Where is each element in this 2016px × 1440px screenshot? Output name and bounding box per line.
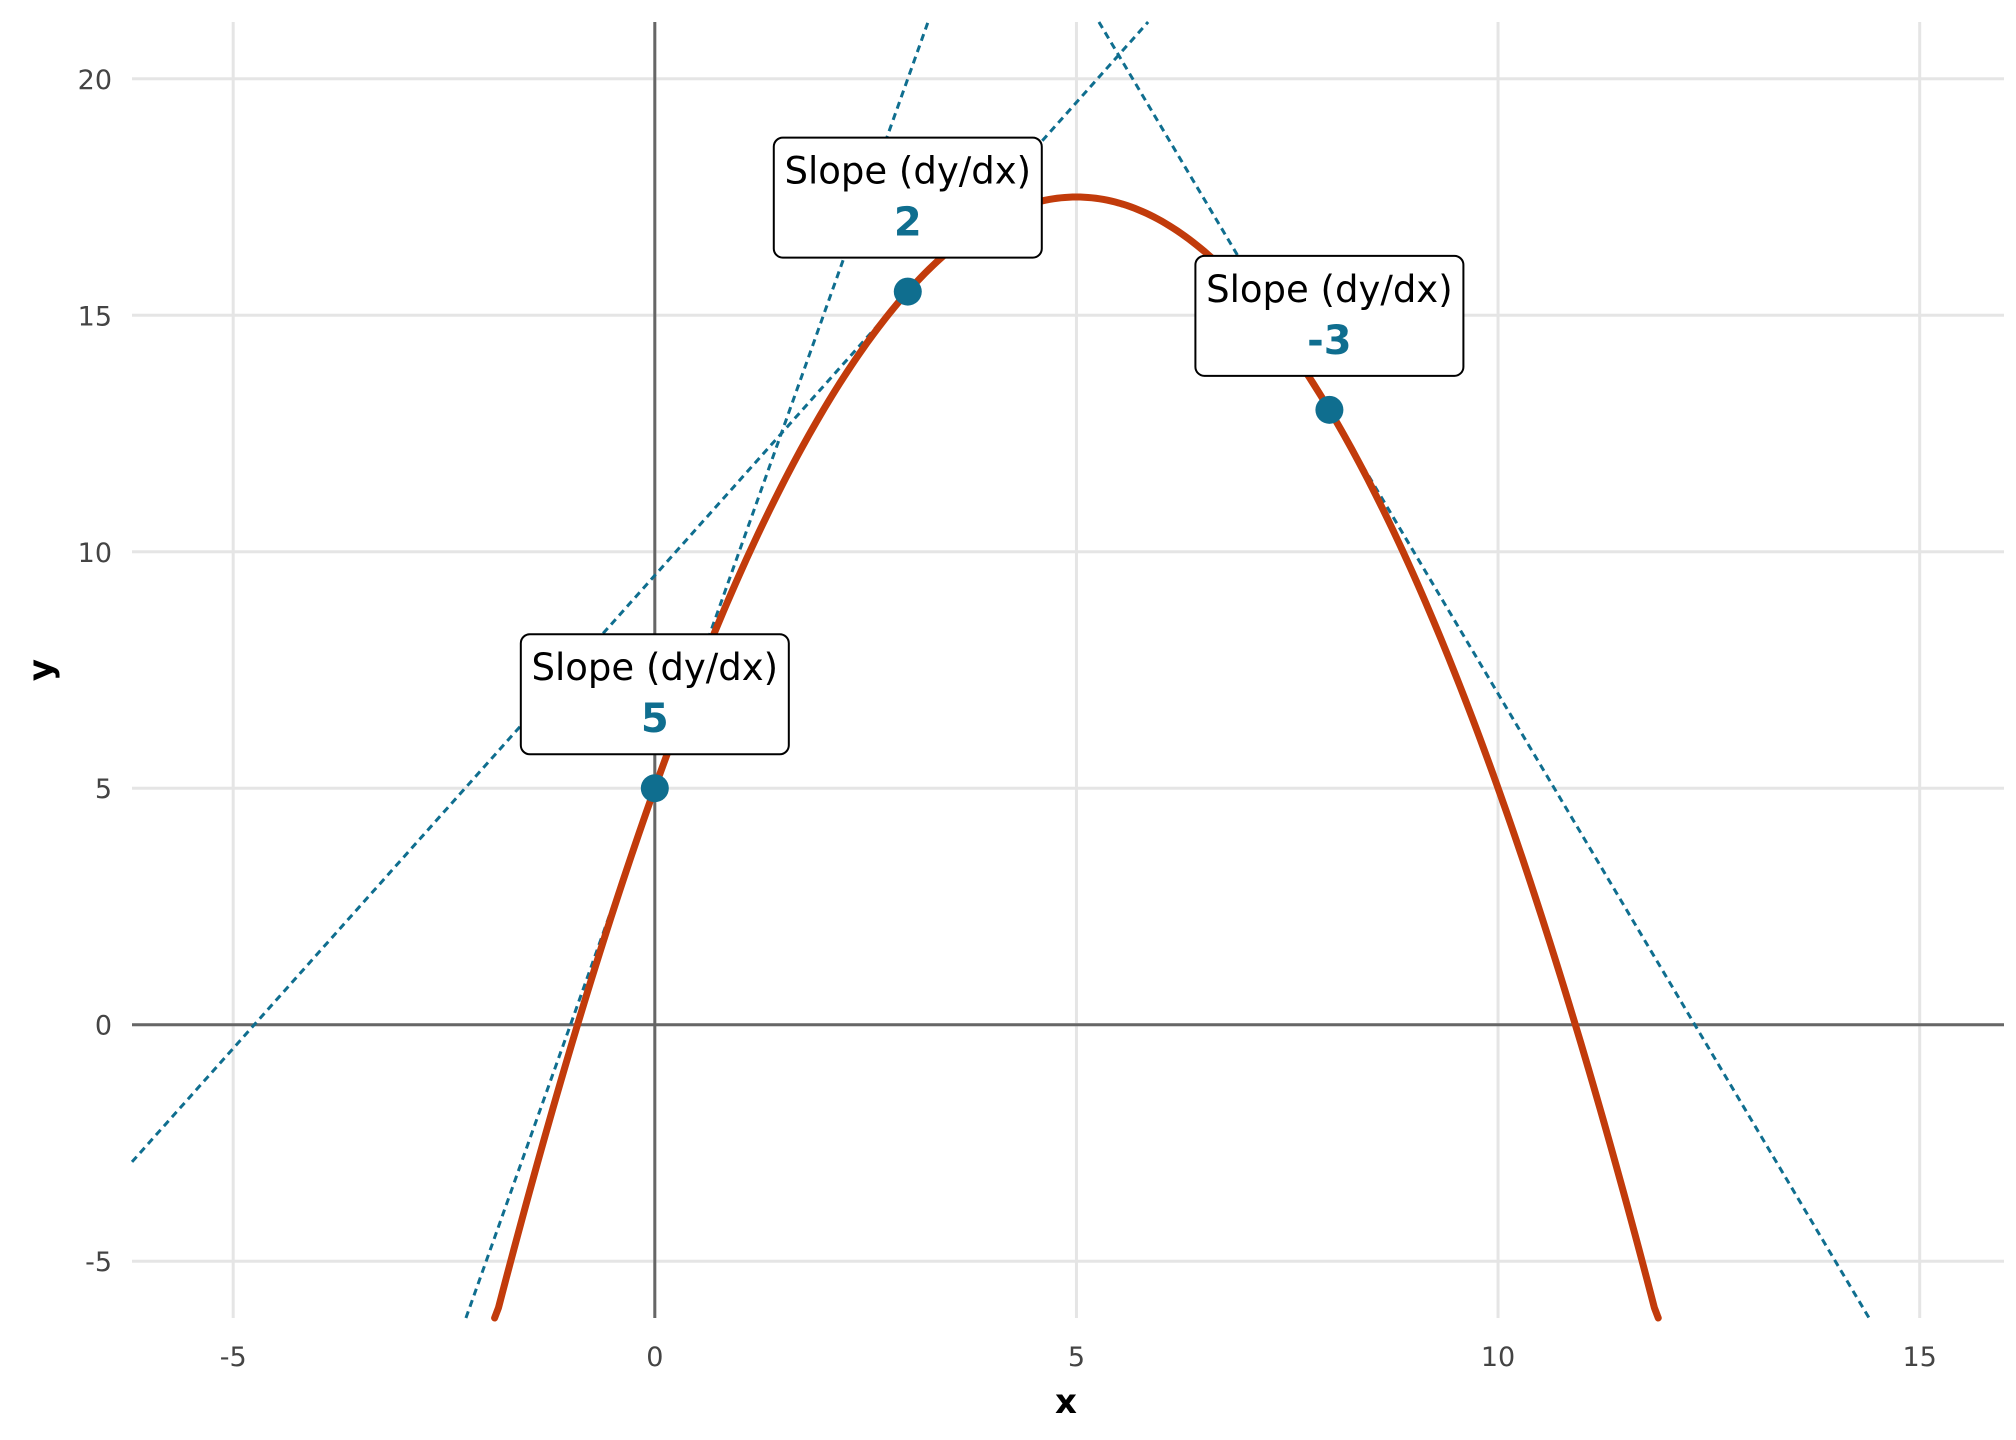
slope-callout-value-2: -3 — [1307, 318, 1351, 364]
x-tick-label: 10 — [1481, 1342, 1515, 1373]
y-tick-label: 0 — [95, 1011, 112, 1042]
y-tick-label: -5 — [85, 1247, 112, 1278]
gridlines — [132, 22, 2004, 1318]
slope-callouts: Slope (dy/dx) 5 Slope (dy/dx) 2 Slope (dy/dx… — [519, 136, 1465, 756]
slope-callout-box-2 — [1194, 254, 1465, 377]
tangent-line-2 — [1097, 21, 1871, 1319]
tangent-point-2 — [1315, 395, 1344, 424]
y-tick-label: 20 — [78, 65, 112, 96]
x-tick-label: -5 — [220, 1342, 247, 1373]
zero-axes — [132, 22, 2004, 1318]
y-axis-title: y — [21, 659, 61, 681]
slope-callout-title-1: Slope (dy/dx) — [785, 150, 1032, 193]
x-tick-label: 0 — [646, 1342, 663, 1373]
slope-callout-value-0: 5 — [641, 696, 669, 742]
x-axis-title: x — [1055, 1382, 1077, 1422]
slope-callout-title-0: Slope (dy/dx) — [532, 646, 779, 689]
tick-labels: -5 0 5 10 15 -5 0 5 10 15 20 — [78, 65, 1937, 1373]
tangent-point-1 — [893, 277, 922, 306]
y-tick-label: 5 — [95, 774, 112, 805]
tangent-points — [640, 277, 1344, 803]
slope-callout-value-1: 2 — [894, 200, 922, 246]
y-tick-label: 15 — [78, 301, 112, 332]
slope-callout-title-2: Slope (dy/dx) — [1206, 268, 1453, 311]
y-tick-label: 10 — [78, 538, 112, 569]
slope-callout-box-0 — [519, 633, 790, 756]
slope-callout-box-1 — [772, 136, 1043, 259]
x-tick-label: 15 — [1902, 1342, 1936, 1373]
tangent-point-0 — [640, 774, 669, 803]
x-tick-label: 5 — [1068, 1342, 1085, 1373]
